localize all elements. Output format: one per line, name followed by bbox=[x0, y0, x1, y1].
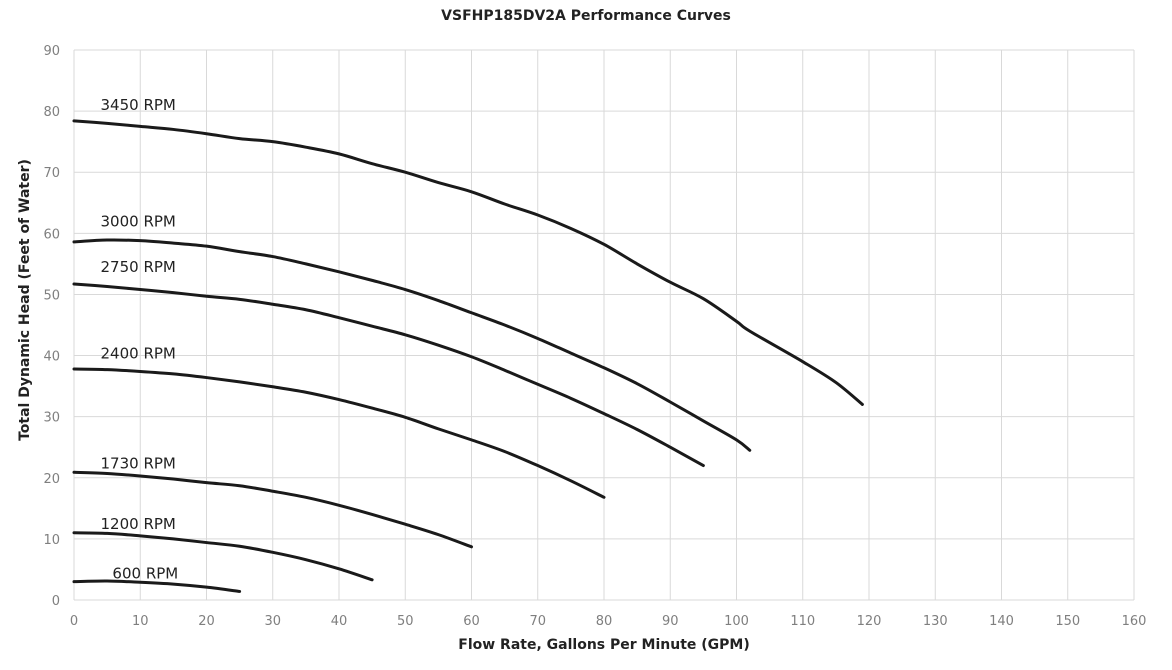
x-tick-label: 130 bbox=[923, 614, 948, 629]
x-tick-label: 0 bbox=[70, 614, 78, 629]
curve-label: 2400 RPM bbox=[101, 345, 176, 363]
y-tick-label: 60 bbox=[43, 227, 60, 242]
curve-label: 600 RPM bbox=[112, 565, 178, 583]
curve-3000-rpm bbox=[72, 238, 752, 452]
x-tick-label: 50 bbox=[397, 614, 414, 629]
x-tick-label: 70 bbox=[529, 614, 546, 629]
x-tick-label: 60 bbox=[463, 614, 480, 629]
curve-label: 1730 RPM bbox=[101, 455, 176, 473]
x-tick-label: 30 bbox=[264, 614, 281, 629]
y-tick-label: 0 bbox=[52, 594, 60, 609]
y-tick-label: 20 bbox=[43, 472, 60, 487]
y-tick-label: 30 bbox=[43, 411, 60, 426]
y-tick-label: 80 bbox=[43, 105, 60, 120]
gridlines bbox=[73, 49, 1135, 601]
y-tick-label: 90 bbox=[43, 44, 60, 59]
curve-2750-rpm bbox=[72, 282, 705, 468]
curve-labels: 3450 RPM 3000 RPM 2750 RPM 2400 RPM 1730 RPM… bbox=[101, 96, 179, 583]
curve-1200-rpm bbox=[72, 531, 374, 582]
y-tick-label: 10 bbox=[43, 533, 60, 548]
curve-label: 2750 RPM bbox=[101, 258, 176, 276]
curve-1730-rpm bbox=[72, 470, 473, 549]
curve-label: 3450 RPM bbox=[101, 96, 176, 114]
curve-2400-rpm bbox=[72, 367, 606, 499]
x-tick-label: 110 bbox=[790, 614, 815, 629]
x-tick-label: 140 bbox=[989, 614, 1014, 629]
chart-title: VSFHP185DV2A Performance Curves bbox=[441, 8, 731, 24]
y-tick-label: 40 bbox=[43, 350, 60, 365]
x-tick-label: 160 bbox=[1122, 614, 1147, 629]
x-tick-label: 150 bbox=[1055, 614, 1080, 629]
x-axis-label: Flow Rate, Gallons Per Minute (GPM) bbox=[458, 637, 750, 653]
x-tick-label: 10 bbox=[132, 614, 149, 629]
x-tick-label: 100 bbox=[724, 614, 749, 629]
curve-600-rpm bbox=[72, 579, 242, 593]
x-tick-label: 90 bbox=[662, 614, 679, 629]
x-tick-label: 20 bbox=[198, 614, 215, 629]
curve-3450-rpm bbox=[72, 119, 864, 406]
y-tick-label: 50 bbox=[43, 288, 60, 303]
x-tick-label: 120 bbox=[857, 614, 882, 629]
y-axis-label: Total Dynamic Head (Feet of Water) bbox=[17, 159, 33, 441]
x-tick-label: 80 bbox=[596, 614, 613, 629]
axis-ticks: 0 10 20 30 40 50 60 70 80 90 100 110 120 130 140 150 160… bbox=[43, 44, 1146, 629]
curve-label: 1200 RPM bbox=[101, 515, 176, 533]
curve-label: 3000 RPM bbox=[101, 213, 176, 231]
pump-curves bbox=[72, 119, 864, 593]
x-tick-label: 40 bbox=[331, 614, 348, 629]
y-tick-label: 70 bbox=[43, 166, 60, 181]
